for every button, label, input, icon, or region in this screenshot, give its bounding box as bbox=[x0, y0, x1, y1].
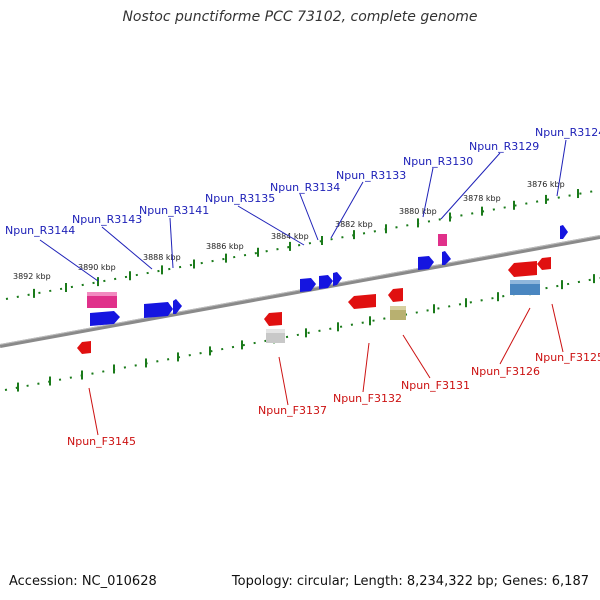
gene-label[interactable]: Npun_F3131 bbox=[401, 379, 470, 392]
map-title: Nostoc punctiforme PCC 73102, complete g… bbox=[122, 9, 478, 25]
leader-line bbox=[299, 193, 319, 241]
gene-blue-arrowhead[interactable] bbox=[442, 251, 451, 265]
gene-label[interactable]: Npun_R3129 bbox=[469, 140, 539, 153]
gene-pink-shade bbox=[87, 292, 117, 296]
kbp-label: 3892 kbp bbox=[13, 272, 51, 281]
lower-strand-genes bbox=[77, 257, 551, 354]
leader-line bbox=[330, 181, 364, 239]
gene-pink[interactable] bbox=[438, 234, 447, 246]
gene-red-arrow[interactable] bbox=[77, 341, 91, 354]
upper-scale-track bbox=[5, 189, 600, 300]
gene-blue-arrow[interactable] bbox=[333, 272, 342, 286]
gene-label[interactable]: Npun_R3143 bbox=[72, 213, 142, 226]
leader-line bbox=[422, 167, 434, 218]
leader-line bbox=[39, 239, 99, 282]
gene-blue-arrow[interactable] bbox=[300, 278, 316, 292]
leader-line bbox=[101, 226, 153, 270]
leader-line bbox=[362, 342, 370, 393]
gene-label[interactable]: Npun_R3124 bbox=[535, 126, 600, 139]
kbp-label: 3882 kbp bbox=[335, 220, 373, 229]
top-gene-labels: Npun_R3144 Npun_R3143 Npun_R3141 Npun_R3… bbox=[5, 126, 600, 237]
gene-olive-shade bbox=[390, 306, 406, 310]
upper-strand-genes bbox=[87, 225, 568, 326]
gene-label[interactable]: Npun_F3145 bbox=[67, 435, 136, 448]
leader-line bbox=[237, 205, 305, 246]
kbp-label: 3878 kbp bbox=[463, 194, 501, 203]
genome-summary-text: Topology: circular; Length: 8,234,322 bp… bbox=[231, 574, 589, 589]
kbp-label: 3886 kbp bbox=[206, 242, 244, 251]
gene-blue-arrow[interactable] bbox=[144, 302, 173, 318]
gene-blue-arrow[interactable] bbox=[319, 275, 333, 289]
bottom-gene-labels: Npun_F3145 Npun_F3137 Npun_F3132 Npun_F3… bbox=[67, 351, 600, 448]
leader-line bbox=[402, 334, 431, 379]
gene-red-arrow[interactable] bbox=[508, 261, 537, 277]
lower-scale-track bbox=[4, 277, 600, 391]
leader-line bbox=[556, 139, 567, 197]
gene-label[interactable]: Npun_F3132 bbox=[333, 392, 402, 405]
gene-blue-arrowhead[interactable] bbox=[173, 299, 182, 314]
gene-blue-arrow[interactable] bbox=[90, 311, 120, 326]
gene-red-arrow[interactable] bbox=[348, 294, 376, 309]
gene-grey-shade bbox=[266, 329, 285, 333]
top-leader-lines bbox=[39, 139, 567, 282]
gene-steel-shade bbox=[510, 280, 540, 284]
gene-label[interactable]: Npun_R3130 bbox=[403, 155, 473, 168]
leader-line bbox=[551, 303, 564, 353]
accession-text: Accession: NC_010628 bbox=[9, 574, 157, 589]
leader-line bbox=[278, 356, 289, 406]
kbp-label: 3888 kbp bbox=[143, 253, 181, 262]
gene-red-arrow[interactable] bbox=[264, 312, 282, 326]
kbp-label: 3876 kbp bbox=[527, 180, 565, 189]
kbp-labels: 3892 kbp 3890 kbp 3888 kbp 3886 kbp 3884… bbox=[13, 180, 565, 281]
leader-line bbox=[169, 217, 174, 269]
kbp-label: 3890 kbp bbox=[78, 263, 116, 272]
gene-label[interactable]: Npun_R3133 bbox=[336, 169, 406, 182]
gene-label[interactable]: Npun_R3134 bbox=[270, 181, 340, 194]
gene-label[interactable]: Npun_R3141 bbox=[139, 204, 209, 217]
gene-label[interactable]: Npun_F3137 bbox=[258, 404, 327, 417]
gene-red-arrow[interactable] bbox=[537, 257, 551, 270]
bottom-leader-lines bbox=[88, 303, 564, 436]
kbp-label: 3880 kbp bbox=[399, 207, 437, 216]
gene-blue-arrow[interactable] bbox=[418, 256, 434, 270]
leader-line bbox=[88, 387, 99, 436]
gene-red-arrow[interactable] bbox=[388, 288, 403, 302]
gene-label[interactable]: Npun_F3126 bbox=[471, 365, 540, 378]
gene-blue-arrowhead[interactable] bbox=[560, 225, 568, 239]
gene-label[interactable]: Npun_R3144 bbox=[5, 224, 75, 237]
leader-line bbox=[440, 152, 501, 220]
upper-scale-major-ticks bbox=[33, 189, 579, 298]
leader-line bbox=[499, 307, 531, 365]
gene-label[interactable]: Npun_F3125 bbox=[535, 351, 600, 364]
gene-label[interactable]: Npun_R3135 bbox=[205, 192, 275, 205]
